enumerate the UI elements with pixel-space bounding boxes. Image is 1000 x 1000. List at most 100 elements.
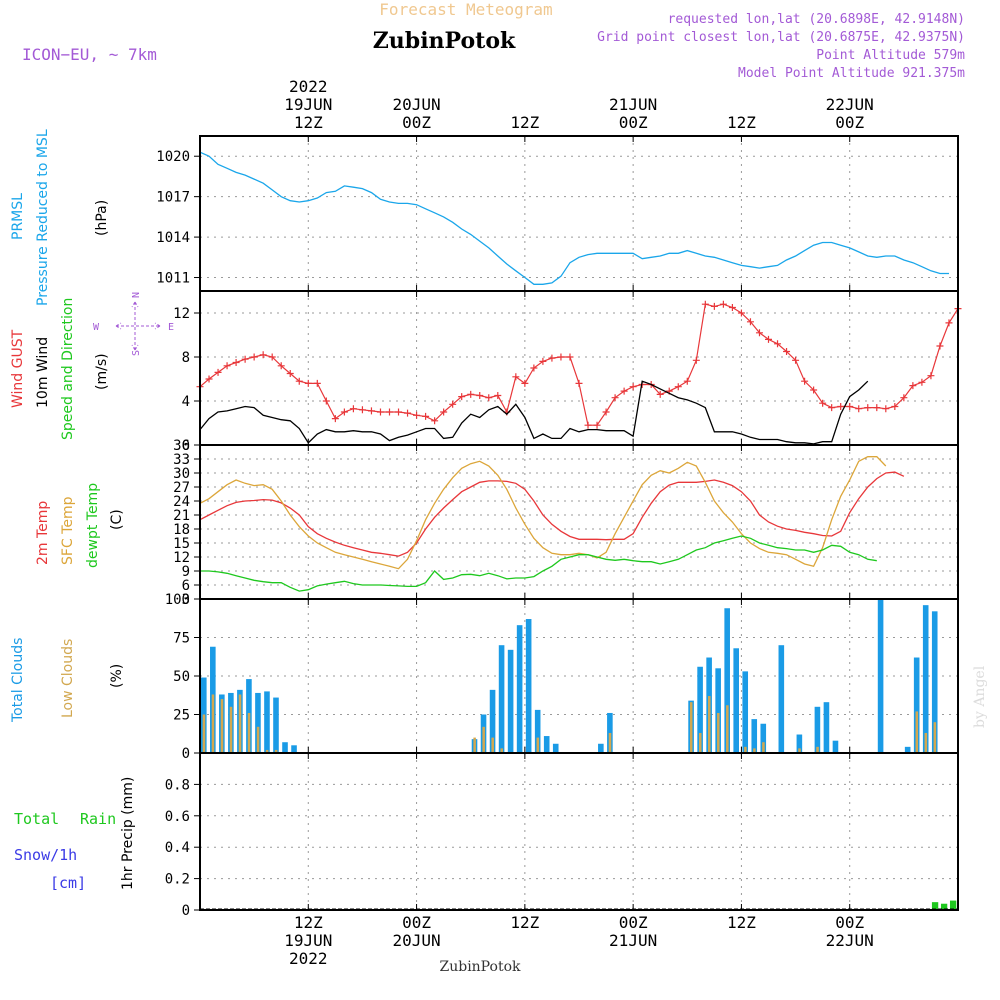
y-tick-label: 30 [173,466,190,482]
low-clouds-bar [933,722,937,753]
series-layer [196,151,962,910]
y-tick-label: 18 [173,522,190,538]
axis-layer: 1011101410171020048123691215182124273033… [156,77,874,968]
gust-marker [286,370,294,377]
y-tick-label: 24 [173,494,190,510]
gust-marker [864,404,872,412]
bottom-time-label: 19JUN [284,931,332,950]
total-clouds-bar [760,723,767,753]
low-clouds-bar [491,737,494,753]
gust-marker [909,382,917,390]
gust-marker [521,379,529,387]
low-clouds-bar [698,732,702,753]
watermark: by Angel [972,665,988,728]
gust-marker [810,386,818,394]
total-clouds-bar [823,702,830,753]
gust-marker [783,348,791,355]
bottom-time-label: 12Z [727,913,756,932]
gust-marker [674,383,682,391]
total-clouds-bar [534,709,541,753]
gust-marker [873,404,881,412]
tsfc-label: SFC Temp [60,496,76,565]
top-time-label: 22JUN [826,95,874,114]
gust-marker [846,403,854,410]
y-tick-label: 0.8 [165,777,190,793]
total-clouds-bar [282,742,288,753]
y-tick-label: 8 [182,350,190,366]
y-tick-label: 0.2 [165,872,190,888]
total-clouds-bar [489,689,496,753]
y-tick-label: 3 [182,592,190,608]
gust-marker [413,411,421,419]
gust-marker [792,356,800,364]
gust-marker [891,403,899,410]
compass-n: N [131,292,142,298]
gust-marker [945,319,953,327]
y-tick-label: 100 [165,592,190,608]
low-clouds-bar [211,694,215,753]
total-clouds-bar [724,608,730,753]
gust-marker [404,409,412,417]
total-clouds-bar [697,666,703,753]
top-time-label: 12Z [510,113,539,132]
gust-marker [386,408,393,416]
y-tick-label: 1020 [156,149,190,165]
gust-marker [367,407,375,415]
top-time-label: 00Z [402,113,431,132]
t2m-label: 2m Temp [35,501,51,565]
panel-frame [199,290,959,446]
bottom-time-label: 12Z [510,913,539,932]
gust-marker [656,390,664,398]
total-clouds-bar [931,611,938,753]
gust-marker [214,368,222,376]
gust-marker [557,353,565,361]
total-clouds-bar [922,605,929,753]
gust-marker [611,394,619,402]
gust-marker [331,415,339,423]
y-tick-label: 33 [173,452,190,468]
gust-marker [250,353,258,361]
gust-marker [467,390,475,398]
bottom-time-label: 20JUN [392,931,440,950]
y-tick-label: 0 [182,746,190,762]
closest-coords: Grid point closest lon,lat (20.6875E, 42… [597,30,965,45]
snow-unit-label: [cm] [50,874,86,892]
low-clouds-bar [924,732,928,753]
pressure-label-2: Pressure Reduced to MSL [35,129,51,306]
total-clouds-bar [832,740,839,753]
top-time-label: 20JUN [392,95,440,114]
bottom-time-label: 12Z [294,913,323,932]
gust-marker [584,421,592,429]
compass-arrows [115,301,161,351]
gust-marker [313,379,321,387]
y-tick-label: 75 [173,631,190,647]
y-tick-label: 25 [173,708,190,724]
total-clouds-bar [796,734,803,753]
gust-marker [241,355,249,363]
low-clouds-label: Low Clouds [60,639,76,718]
gust-marker [746,318,754,326]
total-clouds-bar [904,746,911,753]
bottom-time-label: 00Z [835,913,864,932]
gust-marker [774,340,782,348]
rain-bar [940,903,948,910]
low-clouds-bar [762,742,765,753]
gust-marker [575,379,583,387]
gust-marker [837,403,845,410]
total-clouds-bar [552,743,559,753]
y-tick-label: 50 [173,669,190,685]
bottom-time-label: 2022 [289,949,328,968]
gust-marker [629,383,637,391]
gust-label: Wind GUST [10,329,26,408]
gust-marker [927,372,935,380]
low-clouds-bar [202,714,206,753]
gust-marker [322,397,330,405]
y-tick-label: 15 [173,536,190,552]
gust-marker [358,406,366,414]
bottom-time-label: 00Z [402,913,431,932]
wind-label: 10m Wind [35,337,51,408]
snow-label: Snow/1h [14,846,77,864]
low-clouds-bar [708,696,711,753]
gust-marker [259,351,267,359]
